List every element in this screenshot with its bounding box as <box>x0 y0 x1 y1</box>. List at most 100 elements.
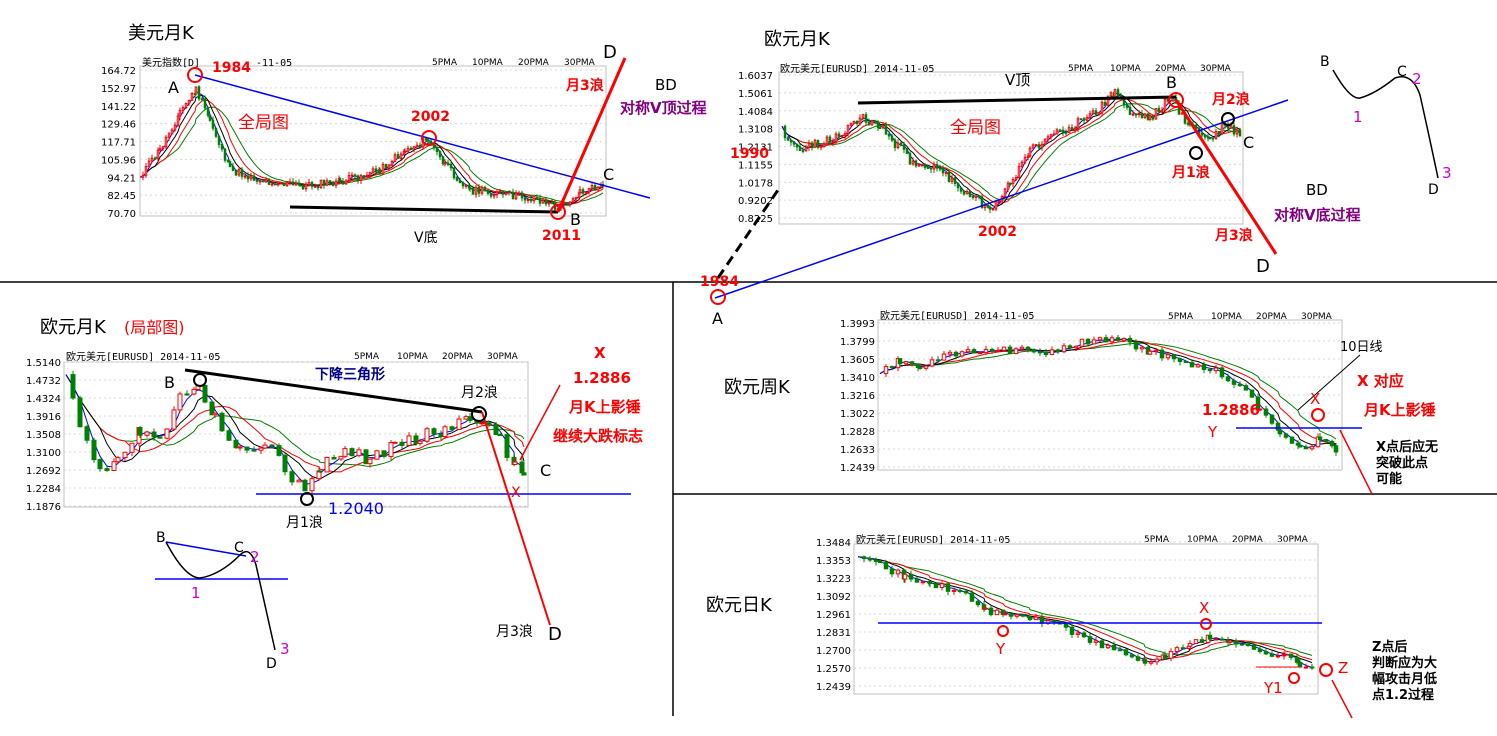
usd-wave3-line <box>556 57 627 213</box>
eur-local-candle-down <box>202 384 208 403</box>
eur-global-candle-down <box>837 133 841 137</box>
sketch-bottom-3: 3 <box>280 640 290 658</box>
eur-daily-note1: Z点后 <box>1372 639 1407 655</box>
eur-daily-legend-ma20: 20PMA <box>1232 535 1264 545</box>
eur-weekly-candle-up <box>1195 364 1201 368</box>
eur-global-candle-up <box>1052 133 1056 136</box>
eur-global-candle-down <box>873 120 877 123</box>
eur-daily-header: 欧元美元[EURUSD] 2014-11-05 <box>856 533 1010 546</box>
eur-global-candle-up <box>825 136 829 145</box>
usd-candle-up <box>170 129 174 135</box>
eur-daily-y-axis: 1.3484 1.3353 1.3223 1.3092 1.2961 1.2831 1.27… <box>816 538 1318 693</box>
eur-local-candle-up <box>191 388 197 395</box>
eur-weekly-candle-down <box>1183 360 1189 364</box>
usd-candle-up <box>173 124 177 131</box>
eur-global-label-wave2: 月2浪 <box>1211 91 1250 108</box>
eur-global-candle-down <box>1186 122 1190 125</box>
usd-candle-up <box>344 180 348 185</box>
eur-local-candle-down <box>269 444 275 447</box>
eur-global-tick: 1.3108 <box>738 125 773 136</box>
eur-weekly-candle-down <box>1219 367 1225 378</box>
sketch-bottom-trend <box>165 541 247 557</box>
eur-daily-candle-down <box>1129 654 1135 658</box>
usd-candle-down <box>486 190 490 194</box>
eur-weekly-candle-down <box>971 349 977 354</box>
eur-local-candle-down <box>431 428 437 435</box>
usd-ma10-line <box>139 94 604 206</box>
eur-global-candle-down <box>864 114 868 123</box>
eur-global-label-bd: BD <box>1306 181 1328 199</box>
eur-local-ma-legend: 5PMA 10PMA 20PMA 30PMA <box>354 352 519 362</box>
eur-local-candle-up <box>122 451 128 459</box>
eur-weekly-ma10-line <box>879 338 1337 446</box>
eur-local-label-wave1: 月1浪 <box>286 515 323 531</box>
usd-candle-up <box>504 192 508 195</box>
eur-global-candle-up <box>1028 147 1032 157</box>
eur-weekly-candle-up <box>883 366 889 375</box>
eur-local-candle-up <box>115 457 121 463</box>
eur-global-legend-ma10: 10PMA <box>1110 64 1142 74</box>
eur-global-candle-up <box>846 124 850 135</box>
usd-candle-down <box>565 202 569 205</box>
eur-daily-candle-down <box>933 583 939 589</box>
eur-weekly-candle-down <box>1225 376 1231 382</box>
eur-global-candle-down <box>867 121 871 126</box>
eur-daily-ma10-line <box>857 556 1313 664</box>
eur-weekly-candle-up <box>983 348 989 354</box>
eur-weekly-candle-down <box>1127 337 1133 343</box>
eur-global-candle-up <box>849 122 853 126</box>
eur-daily-x-circle <box>1200 618 1212 630</box>
eur-daily-candle-down <box>1081 632 1087 638</box>
eur-daily-note4: 点1.2过程 <box>1372 687 1434 703</box>
eur-global-label-a: A <box>712 309 723 328</box>
usd-candle-down <box>261 180 265 183</box>
eur-local-candle-down <box>137 427 143 436</box>
eur-local-tick: 1.3508 <box>26 430 61 441</box>
usd-candle-up <box>590 185 594 189</box>
eur-global-candle-down <box>789 139 793 143</box>
eur-daily-candle-down <box>1257 648 1263 653</box>
usd-candle-up <box>415 144 419 148</box>
eur-weekly-candle-down <box>1171 354 1177 360</box>
eur-weekly-candle-up <box>1139 346 1145 350</box>
eur-weekly-title: 欧元周K <box>724 377 791 398</box>
usd-candle-down <box>328 180 332 183</box>
usd-candle-down <box>356 175 360 181</box>
usd-candle-up <box>381 163 385 175</box>
eur-global-candle-up <box>974 195 978 198</box>
usd-candle-down <box>291 181 295 186</box>
eur-daily-down-line <box>1331 679 1353 719</box>
usd-tick: 94.21 <box>107 173 136 184</box>
usd-candle-down <box>593 185 597 191</box>
usd-candle-up <box>167 133 171 138</box>
eur-global-candle-down <box>876 121 880 129</box>
eur-global-legend-ma5: 5PMA <box>1068 64 1094 74</box>
eur-daily-title: 欧元日K <box>706 595 773 616</box>
eur-weekly-candle-down <box>897 358 903 365</box>
eur-global-candle-up <box>1163 98 1167 111</box>
eur-local-candle-down <box>289 471 295 483</box>
eur-weekly-candle-up <box>903 361 909 365</box>
usd-ma20-line <box>139 99 604 205</box>
usd-candle-down <box>231 165 235 171</box>
eur-weekly-note1: X点后应无 <box>1376 439 1438 455</box>
eur-local-candle-up <box>324 457 330 473</box>
eur-daily-candle-up <box>920 581 926 584</box>
eur-daily-candle-down <box>867 558 873 561</box>
eur-daily-candle-down <box>1180 647 1186 650</box>
eur-weekly-candle-up <box>1165 354 1171 359</box>
eur-weekly-note2: 突破此点 <box>1376 455 1428 471</box>
eur-local-candle-down <box>399 441 405 446</box>
eur-global-candle-down <box>953 177 957 184</box>
usd-label-1984: 1984 <box>212 60 251 76</box>
usd-candle-down <box>441 156 445 165</box>
usd-candle-up <box>393 154 397 162</box>
eur-local-candle-up <box>237 446 243 449</box>
usd-ma-legend: 5PMA 10PMA 20PMA 30PMA <box>432 58 596 68</box>
eur-global-wave2-circle <box>1221 112 1235 126</box>
eur-daily-candle-down <box>1263 651 1269 655</box>
eur-global-label-wave1: 月1浪 <box>1171 164 1210 181</box>
usd-label-2011: 2011 <box>542 228 581 244</box>
usd-candle-down <box>197 86 201 100</box>
eur-daily-label-y1: Y1 <box>1263 679 1283 697</box>
